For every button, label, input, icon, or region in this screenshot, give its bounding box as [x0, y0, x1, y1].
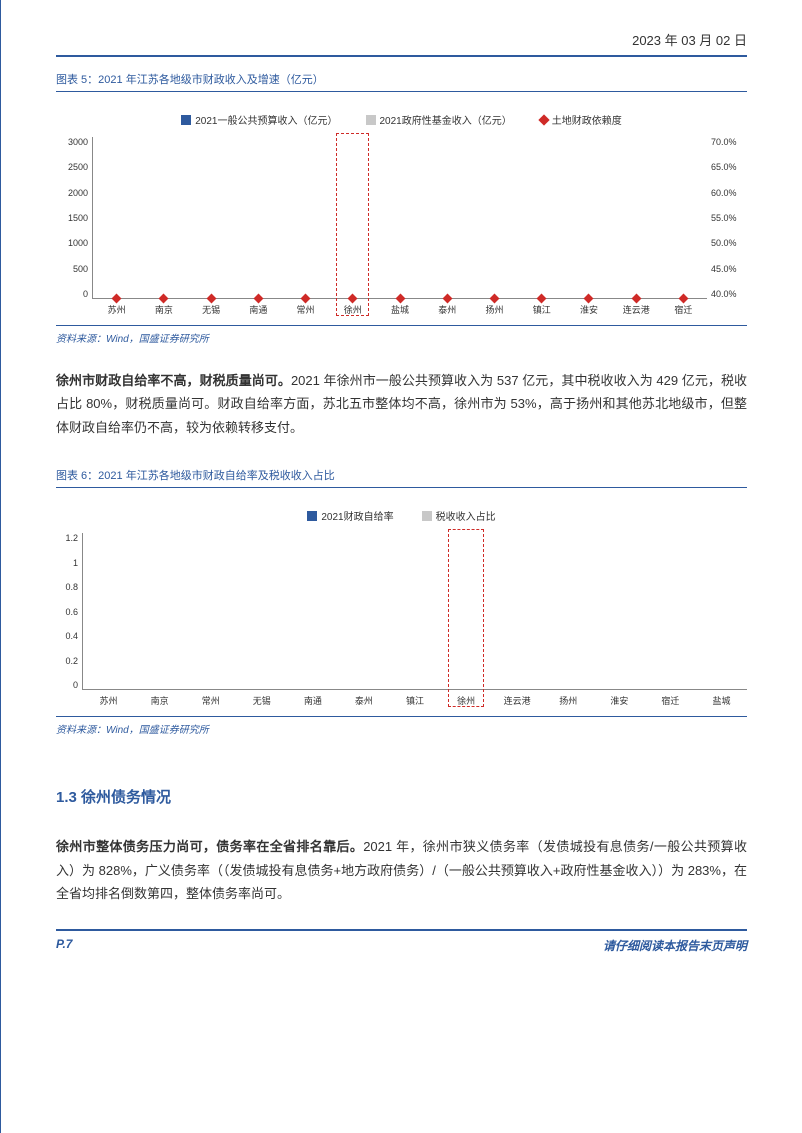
axis-tick: 50.0%	[711, 238, 747, 248]
chart5-title: 图表 5：2021 年江苏各地级市财政收入及增速（亿元）	[56, 67, 747, 92]
chart6-y-left: 1.2 1 0.8 0.6 0.4 0.2 0	[56, 533, 82, 708]
axis-tick: 1500	[56, 213, 88, 223]
para1-lead: 徐州市财政自给率不高，财税质量尚可。	[56, 373, 291, 388]
x-label: 淮安	[565, 303, 612, 316]
legend-swatch	[181, 115, 191, 125]
chart5-y-left: 3000 2500 2000 1500 1000 500 0	[56, 137, 92, 317]
top-rule	[56, 55, 747, 57]
axis-tick: 3000	[56, 137, 88, 147]
chart5-source: 资料来源：Wind，国盛证券研究所	[56, 325, 747, 345]
axis-tick: 55.0%	[711, 213, 747, 223]
x-label: 南京	[134, 694, 185, 707]
x-label: 扬州	[543, 694, 594, 707]
axis-tick: 0.6	[56, 607, 78, 617]
x-label: 连云港	[492, 694, 543, 707]
axis-tick: 1	[56, 558, 78, 568]
para1: 徐州市财政自给率不高，财税质量尚可。2021 年徐州市一般公共预算收入为 537…	[56, 369, 747, 439]
axis-tick: 45.0%	[711, 264, 747, 274]
diamond-marker	[348, 293, 358, 303]
diamond-marker	[395, 293, 405, 303]
legend-label: 税收收入占比	[436, 508, 496, 523]
chart5-y-right: 70.0% 65.0% 60.0% 55.0% 50.0% 45.0% 40.0%	[707, 137, 747, 317]
x-label: 扬州	[471, 303, 518, 316]
page-number: P.7	[56, 937, 72, 954]
legend-item: 2021政府性基金收入（亿元）	[366, 112, 512, 127]
x-label: 常州	[282, 303, 329, 316]
axis-tick: 0.8	[56, 582, 78, 592]
axis-tick: 60.0%	[711, 188, 747, 198]
legend-item: 2021财政自给率	[307, 508, 393, 523]
legend-label: 2021一般公共预算收入（亿元）	[195, 112, 337, 127]
para2-lead: 徐州市整体债务压力尚可，债务率在全省排名靠后。	[56, 839, 363, 854]
legend-item: 2021一般公共预算收入（亿元）	[181, 112, 337, 127]
x-label: 南京	[140, 303, 187, 316]
diamond-marker	[442, 293, 452, 303]
axis-tick: 0.4	[56, 631, 78, 641]
diamond-marker	[301, 293, 311, 303]
legend-swatch	[366, 115, 376, 125]
diamond-marker	[159, 293, 169, 303]
x-label: 镇江	[518, 303, 565, 316]
chart6-source: 资料来源：Wind，国盛证券研究所	[56, 716, 747, 736]
axis-tick: 0.2	[56, 656, 78, 666]
axis-tick: 500	[56, 264, 88, 274]
x-label: 徐州	[441, 694, 492, 707]
diamond-marker	[490, 293, 500, 303]
axis-tick: 40.0%	[711, 289, 747, 299]
x-label: 徐州	[329, 303, 376, 316]
diamond-marker	[584, 293, 594, 303]
diamond-marker	[678, 293, 688, 303]
axis-tick: 70.0%	[711, 137, 747, 147]
footer: P.7 请仔细阅读本报告末页声明	[56, 929, 747, 954]
axis-tick: 0	[56, 680, 78, 690]
chart5: 2021一般公共预算收入（亿元） 2021政府性基金收入（亿元） 土地财政依赖度 3…	[56, 104, 747, 317]
chart6: 2021财政自给率 税收收入占比 1.2 1 0.8 0.6 0.4 0.2 0 苏州南京常州…	[56, 500, 747, 708]
x-label: 泰州	[338, 694, 389, 707]
x-label: 泰州	[424, 303, 471, 316]
para2: 徐州市整体债务压力尚可，债务率在全省排名靠后。2021 年，徐州市狭义债务率（发…	[56, 835, 747, 905]
legend-swatch	[307, 511, 317, 521]
x-label: 苏州	[93, 303, 140, 316]
axis-tick: 1000	[56, 238, 88, 248]
legend-swatch	[422, 511, 432, 521]
axis-tick: 65.0%	[711, 162, 747, 172]
diamond-marker	[253, 293, 263, 303]
diamond-marker	[206, 293, 216, 303]
x-label: 南通	[235, 303, 282, 316]
x-label: 镇江	[389, 694, 440, 707]
footer-disclaimer: 请仔细阅读本报告末页声明	[603, 937, 747, 954]
x-label: 宿迁	[645, 694, 696, 707]
legend-item: 税收收入占比	[422, 508, 496, 523]
legend-label: 土地财政依赖度	[552, 112, 622, 127]
x-label: 常州	[185, 694, 236, 707]
legend-label: 2021政府性基金收入（亿元）	[380, 112, 512, 127]
chart5-legend: 2021一般公共预算收入（亿元） 2021政府性基金收入（亿元） 土地财政依赖度	[56, 112, 747, 127]
axis-tick: 2000	[56, 188, 88, 198]
x-label: 盐城	[696, 694, 747, 707]
legend-label: 2021财政自给率	[321, 508, 393, 523]
x-label: 无锡	[187, 303, 234, 316]
legend-swatch	[538, 114, 549, 125]
legend-item: 土地财政依赖度	[540, 112, 622, 127]
diamond-marker	[631, 293, 641, 303]
chart6-legend: 2021财政自给率 税收收入占比	[56, 508, 747, 523]
axis-tick: 1.2	[56, 533, 78, 543]
header-date: 2023 年 03 月 02 日	[56, 30, 747, 55]
chart6-title: 图表 6：2021 年江苏各地级市财政自给率及税收收入占比	[56, 463, 747, 488]
x-label: 无锡	[236, 694, 287, 707]
axis-tick: 0	[56, 289, 88, 299]
diamond-marker	[112, 293, 122, 303]
section-heading: 1.3 徐州债务情况	[56, 786, 747, 807]
diamond-marker	[537, 293, 547, 303]
axis-tick: 2500	[56, 162, 88, 172]
x-label: 苏州	[83, 694, 134, 707]
x-label: 淮安	[594, 694, 645, 707]
x-label: 连云港	[613, 303, 660, 316]
chart5-plot: 苏州南京无锡南通常州徐州盐城泰州扬州镇江淮安连云港宿迁	[92, 137, 707, 299]
x-label: 宿迁	[660, 303, 707, 316]
x-label: 南通	[287, 694, 338, 707]
x-label: 盐城	[376, 303, 423, 316]
chart6-plot: 苏州南京常州无锡南通泰州镇江徐州连云港扬州淮安宿迁盐城	[82, 533, 747, 690]
